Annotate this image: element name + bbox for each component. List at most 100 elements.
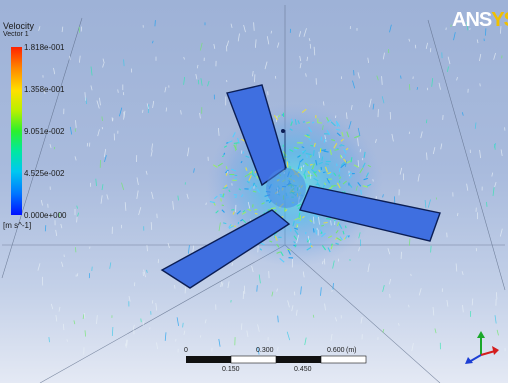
velocity-vector (241, 211, 247, 215)
velocity-vector (295, 221, 301, 224)
scale-label: 0 (184, 347, 188, 354)
velocity-vector (306, 246, 312, 251)
velocity-vector (183, 56, 185, 60)
velocity-vector (97, 129, 100, 137)
velocity-vector (49, 143, 52, 149)
velocity-vector (326, 178, 331, 184)
velocity-vector (325, 163, 330, 166)
velocity-vector (323, 182, 327, 186)
velocity-vector (339, 176, 342, 180)
velocity-vector (225, 166, 228, 170)
velocity-vector (279, 257, 285, 263)
velocity-vector (106, 194, 109, 200)
velocity-vector (231, 262, 233, 266)
velocity-vector (391, 133, 394, 142)
velocity-vector (466, 183, 469, 191)
velocity-vector (292, 221, 295, 227)
velocity-vector (321, 156, 324, 161)
velocity-vector (312, 150, 315, 157)
velocity-vector (496, 292, 498, 300)
velocity-vector (399, 167, 403, 175)
scale-label: 0.450 (294, 366, 312, 373)
velocity-vector (252, 190, 257, 193)
velocity-vector (237, 33, 240, 42)
velocity-vector (479, 83, 481, 87)
velocity-vector (424, 199, 427, 208)
velocity-vector (60, 223, 63, 229)
velocity-vector (309, 219, 313, 223)
velocity-vector (321, 224, 325, 227)
velocity-vector (228, 223, 232, 229)
velocity-vector (479, 53, 482, 62)
velocity-vector (220, 281, 223, 288)
velocity-vector (316, 182, 321, 187)
xyz-axis-triad-icon[interactable] (465, 331, 499, 364)
velocity-vector (342, 180, 348, 185)
velocity-vector (154, 20, 156, 27)
velocity-vector (491, 172, 494, 177)
velocity-vector (293, 147, 299, 150)
impeller[interactable] (160, 84, 441, 289)
velocity-vector (200, 78, 203, 86)
velocity-vector (307, 170, 310, 175)
velocity-vector (306, 238, 309, 241)
velocity-vector (338, 180, 341, 183)
velocity-vector (227, 140, 233, 144)
velocity-vector (286, 248, 291, 251)
velocity-vector (177, 195, 179, 201)
velocity-vector (111, 326, 114, 337)
velocity-vector (226, 142, 229, 144)
velocity-vector (306, 56, 309, 62)
velocity-vector (462, 304, 464, 313)
velocity-vector (66, 339, 68, 342)
legend-value-min: 0.000e+000 (24, 211, 67, 220)
velocity-vector (296, 203, 302, 207)
velocity-vector (180, 110, 182, 115)
velocity-vector (271, 291, 274, 297)
scale-unit: (m) (346, 347, 357, 354)
velocity-vector (58, 306, 61, 312)
velocity-vector (408, 304, 410, 308)
velocity-vector (409, 238, 411, 246)
velocity-vector (304, 162, 309, 167)
velocity-vector (323, 101, 325, 106)
velocity-vector (291, 305, 294, 312)
velocity-vector (321, 245, 327, 251)
velocity-vector (440, 143, 443, 150)
velocity-vector (320, 231, 323, 235)
velocity-vector (152, 40, 154, 44)
velocity-vector (218, 127, 220, 136)
velocity-vector (341, 155, 343, 159)
velocity-vector (240, 323, 243, 330)
velocity-vector (138, 207, 142, 216)
velocity-vector (416, 86, 419, 90)
velocity-vector (298, 167, 303, 171)
velocity-vector (330, 243, 334, 250)
velocity-vector (61, 261, 64, 268)
velocity-vector (276, 243, 280, 248)
velocity-vector (277, 347, 279, 351)
velocity-vector (100, 195, 103, 204)
velocity-vector (218, 338, 221, 347)
velocity-vector (318, 151, 320, 158)
legend-title: Velocity (3, 21, 35, 31)
velocity-vector (183, 76, 185, 85)
velocity-vector (346, 131, 350, 138)
velocity-vector (78, 26, 80, 33)
velocity-vector (257, 324, 260, 332)
impeller-blade (299, 185, 441, 242)
velocity-vector (336, 132, 341, 137)
velocity-vector (132, 324, 135, 330)
scale-label: 0.150 (222, 366, 240, 373)
velocity-vector (286, 331, 291, 341)
velocity-vector (306, 238, 311, 243)
scale-segment (276, 356, 321, 363)
velocity-vector (398, 322, 400, 326)
velocity-vector (313, 171, 317, 174)
velocity-vector (247, 201, 251, 209)
velocity-vector (193, 168, 195, 173)
velocity-vector (340, 138, 344, 142)
velocity-vector (327, 235, 333, 239)
velocity-vector (338, 223, 343, 229)
